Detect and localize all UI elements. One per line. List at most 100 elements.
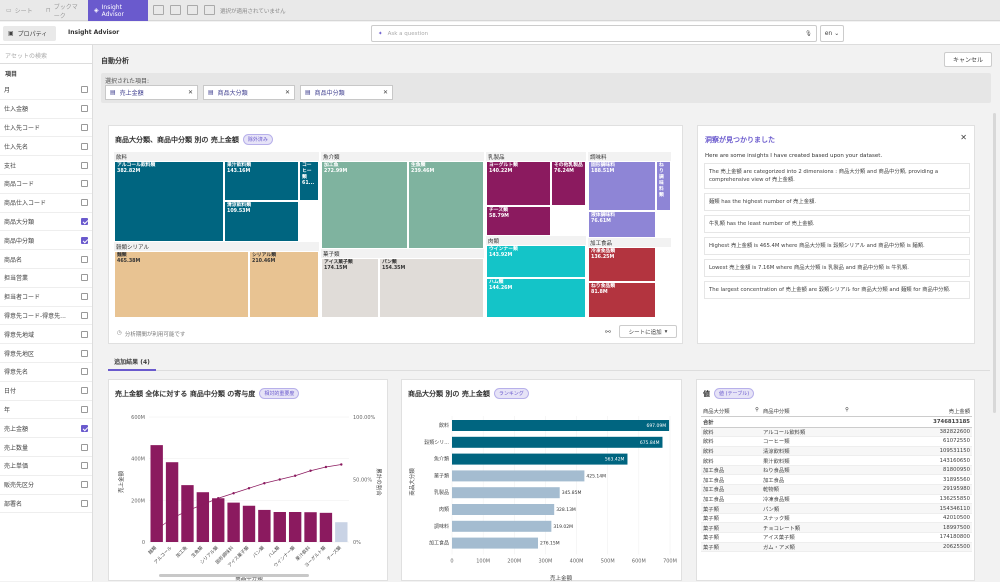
- pareto-bar[interactable]: [319, 512, 333, 542]
- pareto-bar[interactable]: [165, 462, 179, 542]
- column-header[interactable]: 商品中分類 ⚲: [763, 406, 849, 415]
- close-icon[interactable]: ✕: [187, 89, 193, 96]
- field-checkbox[interactable]: [81, 105, 88, 113]
- field-checkbox[interactable]: [81, 405, 88, 413]
- ranking-bar[interactable]: [452, 453, 628, 465]
- language-select[interactable]: en ⌄: [820, 25, 844, 42]
- field-item[interactable]: 担当営業: [0, 269, 92, 288]
- pareto-bar[interactable]: [212, 498, 225, 542]
- field-item[interactable]: 商品大分類: [0, 213, 92, 232]
- field-item[interactable]: 月: [0, 81, 92, 100]
- field-checkbox[interactable]: [81, 199, 88, 207]
- treemap-cell[interactable]: 冷凍食品類 136.25M: [588, 247, 656, 282]
- cumulative-point[interactable]: [293, 474, 297, 477]
- field-item[interactable]: 仕入先名: [0, 137, 92, 157]
- ask-question-input[interactable]: ✦ Ask a question 🎙: [371, 25, 817, 42]
- column-header[interactable]: 商品大分類 ⚲: [703, 406, 759, 415]
- ranking-bar[interactable]: [452, 487, 560, 499]
- tab-sheet[interactable]: ▭ シート: [6, 7, 33, 15]
- field-item[interactable]: 得意先地域: [0, 325, 92, 345]
- pareto-bar[interactable]: [258, 509, 271, 542]
- treemap-chart[interactable]: 飲料 アルコール飲料類 382.82M 果汁飲料類 143.16M コーヒー類 61... 清…: [114, 152, 671, 318]
- data-table[interactable]: 商品大分類 ⚲ 商品中分類 ⚲ 売上金額 合計 3746813185 飲料 アルコール飲料類…: [701, 405, 972, 553]
- treemap-cell[interactable]: コーヒー類 61...: [299, 161, 319, 201]
- field-item[interactable]: 仕入先コード: [0, 119, 92, 138]
- smart-search-icon[interactable]: [153, 5, 164, 15]
- treemap-cell[interactable]: ウインナー類 143.92M: [486, 245, 586, 278]
- pareto-bar[interactable]: [304, 512, 317, 542]
- add-to-sheet-button[interactable]: シートに追加 ▾: [619, 325, 677, 338]
- field-checkbox[interactable]: [81, 123, 88, 131]
- link-icon[interactable]: ⚯: [605, 328, 611, 336]
- horizontal-scrollbar[interactable]: [159, 574, 309, 577]
- treemap-cell[interactable]: 液体調味料 76.61M: [588, 211, 656, 238]
- treemap-cell[interactable]: その他乳製品 76.24M: [551, 161, 586, 206]
- column-header[interactable]: 売上金額: [948, 408, 970, 415]
- ranking-bar[interactable]: [452, 520, 552, 532]
- treemap-cell[interactable]: ヨーグルト類 140.22M: [486, 161, 551, 206]
- ranking-bar[interactable]: [452, 504, 555, 515]
- treemap-cell[interactable]: ねり食品類 81.8M: [588, 282, 656, 318]
- close-icon[interactable]: ✕: [960, 133, 967, 142]
- treemap-cell[interactable]: パン類 154.35M: [379, 258, 484, 318]
- pareto-bar[interactable]: [227, 502, 240, 542]
- treemap-cell[interactable]: シリアル類 210.46M: [249, 251, 319, 318]
- field-checkbox[interactable]: [81, 424, 88, 432]
- pareto-bar[interactable]: [150, 445, 163, 542]
- cumulative-point[interactable]: [340, 463, 343, 466]
- field-item[interactable]: 売上数量: [0, 438, 92, 457]
- field-checkbox[interactable]: [81, 481, 88, 489]
- field-item[interactable]: 商品名: [0, 250, 92, 269]
- field-item[interactable]: 年: [0, 401, 92, 420]
- field-checkbox[interactable]: [81, 462, 88, 470]
- close-icon[interactable]: ✕: [284, 89, 290, 96]
- field-checkbox[interactable]: [81, 161, 88, 169]
- vertical-scrollbar[interactable]: [991, 113, 998, 413]
- field-checkbox[interactable]: [81, 499, 88, 507]
- microphone-icon[interactable]: 🎙: [805, 30, 812, 37]
- field-checkbox[interactable]: [81, 387, 88, 395]
- clear-selections-icon[interactable]: [204, 5, 215, 15]
- treemap-cell[interactable]: 果汁飲料類 143.16M: [224, 161, 299, 201]
- field-checkbox[interactable]: [81, 180, 88, 188]
- cumulative-point[interactable]: [155, 528, 158, 531]
- ranking-bar[interactable]: [452, 436, 663, 448]
- field-checkbox[interactable]: [81, 142, 88, 150]
- cumulative-point[interactable]: [309, 469, 312, 472]
- treemap-cell[interactable]: アイス菓子類 174.15M: [321, 258, 379, 318]
- field-item[interactable]: 得意先コード-得意先...: [0, 307, 92, 326]
- treemap-cell[interactable]: 生魚類 239.46M: [408, 161, 484, 249]
- chip-sales-amount[interactable]: ▤ 売上金額 ✕: [105, 85, 198, 100]
- cumulative-point[interactable]: [186, 509, 189, 512]
- tab-bookmark[interactable]: ⊓ ブックマーク: [46, 3, 78, 20]
- search-icon[interactable]: ⚲: [755, 406, 759, 413]
- field-checkbox[interactable]: [81, 236, 88, 244]
- field-item[interactable]: 商品コード: [0, 175, 92, 194]
- treemap-cell[interactable]: アルコール飲料類 382.82M: [114, 161, 224, 242]
- field-checkbox[interactable]: [81, 443, 88, 451]
- field-checkbox[interactable]: [81, 311, 88, 319]
- field-item[interactable]: 部署名: [0, 495, 92, 514]
- pareto-bar[interactable]: [181, 485, 194, 542]
- field-checkbox[interactable]: [81, 274, 88, 282]
- field-item[interactable]: 商品仕入コード: [0, 194, 92, 213]
- properties-button[interactable]: ▣ プロパティ: [3, 26, 56, 41]
- search-icon[interactable]: ⚲: [845, 406, 849, 413]
- field-checkbox[interactable]: [81, 368, 88, 376]
- ranking-bar[interactable]: [452, 470, 585, 482]
- field-checkbox[interactable]: [81, 217, 88, 225]
- field-item[interactable]: 販売先区分: [0, 476, 92, 495]
- treemap-cell[interactable]: 固形調味料 188.51M: [588, 161, 656, 211]
- cumulative-point[interactable]: [247, 487, 251, 490]
- field-checkbox[interactable]: [81, 330, 88, 338]
- field-checkbox[interactable]: [81, 293, 88, 301]
- cancel-button[interactable]: キャンセル: [944, 52, 992, 67]
- step-back-icon[interactable]: [170, 5, 181, 15]
- field-item[interactable]: 売上単価: [0, 457, 92, 476]
- tab-additional-results[interactable]: 追加結果 (4): [108, 357, 156, 371]
- ranking-chart[interactable]: 0 100M 200M 300M 400M 500M 600M 700M 飲料 697.09M 穀類…: [402, 402, 683, 582]
- cumulative-point[interactable]: [201, 503, 205, 506]
- step-forward-icon[interactable]: [187, 5, 198, 15]
- asset-search-input[interactable]: アセットの検索: [0, 45, 92, 64]
